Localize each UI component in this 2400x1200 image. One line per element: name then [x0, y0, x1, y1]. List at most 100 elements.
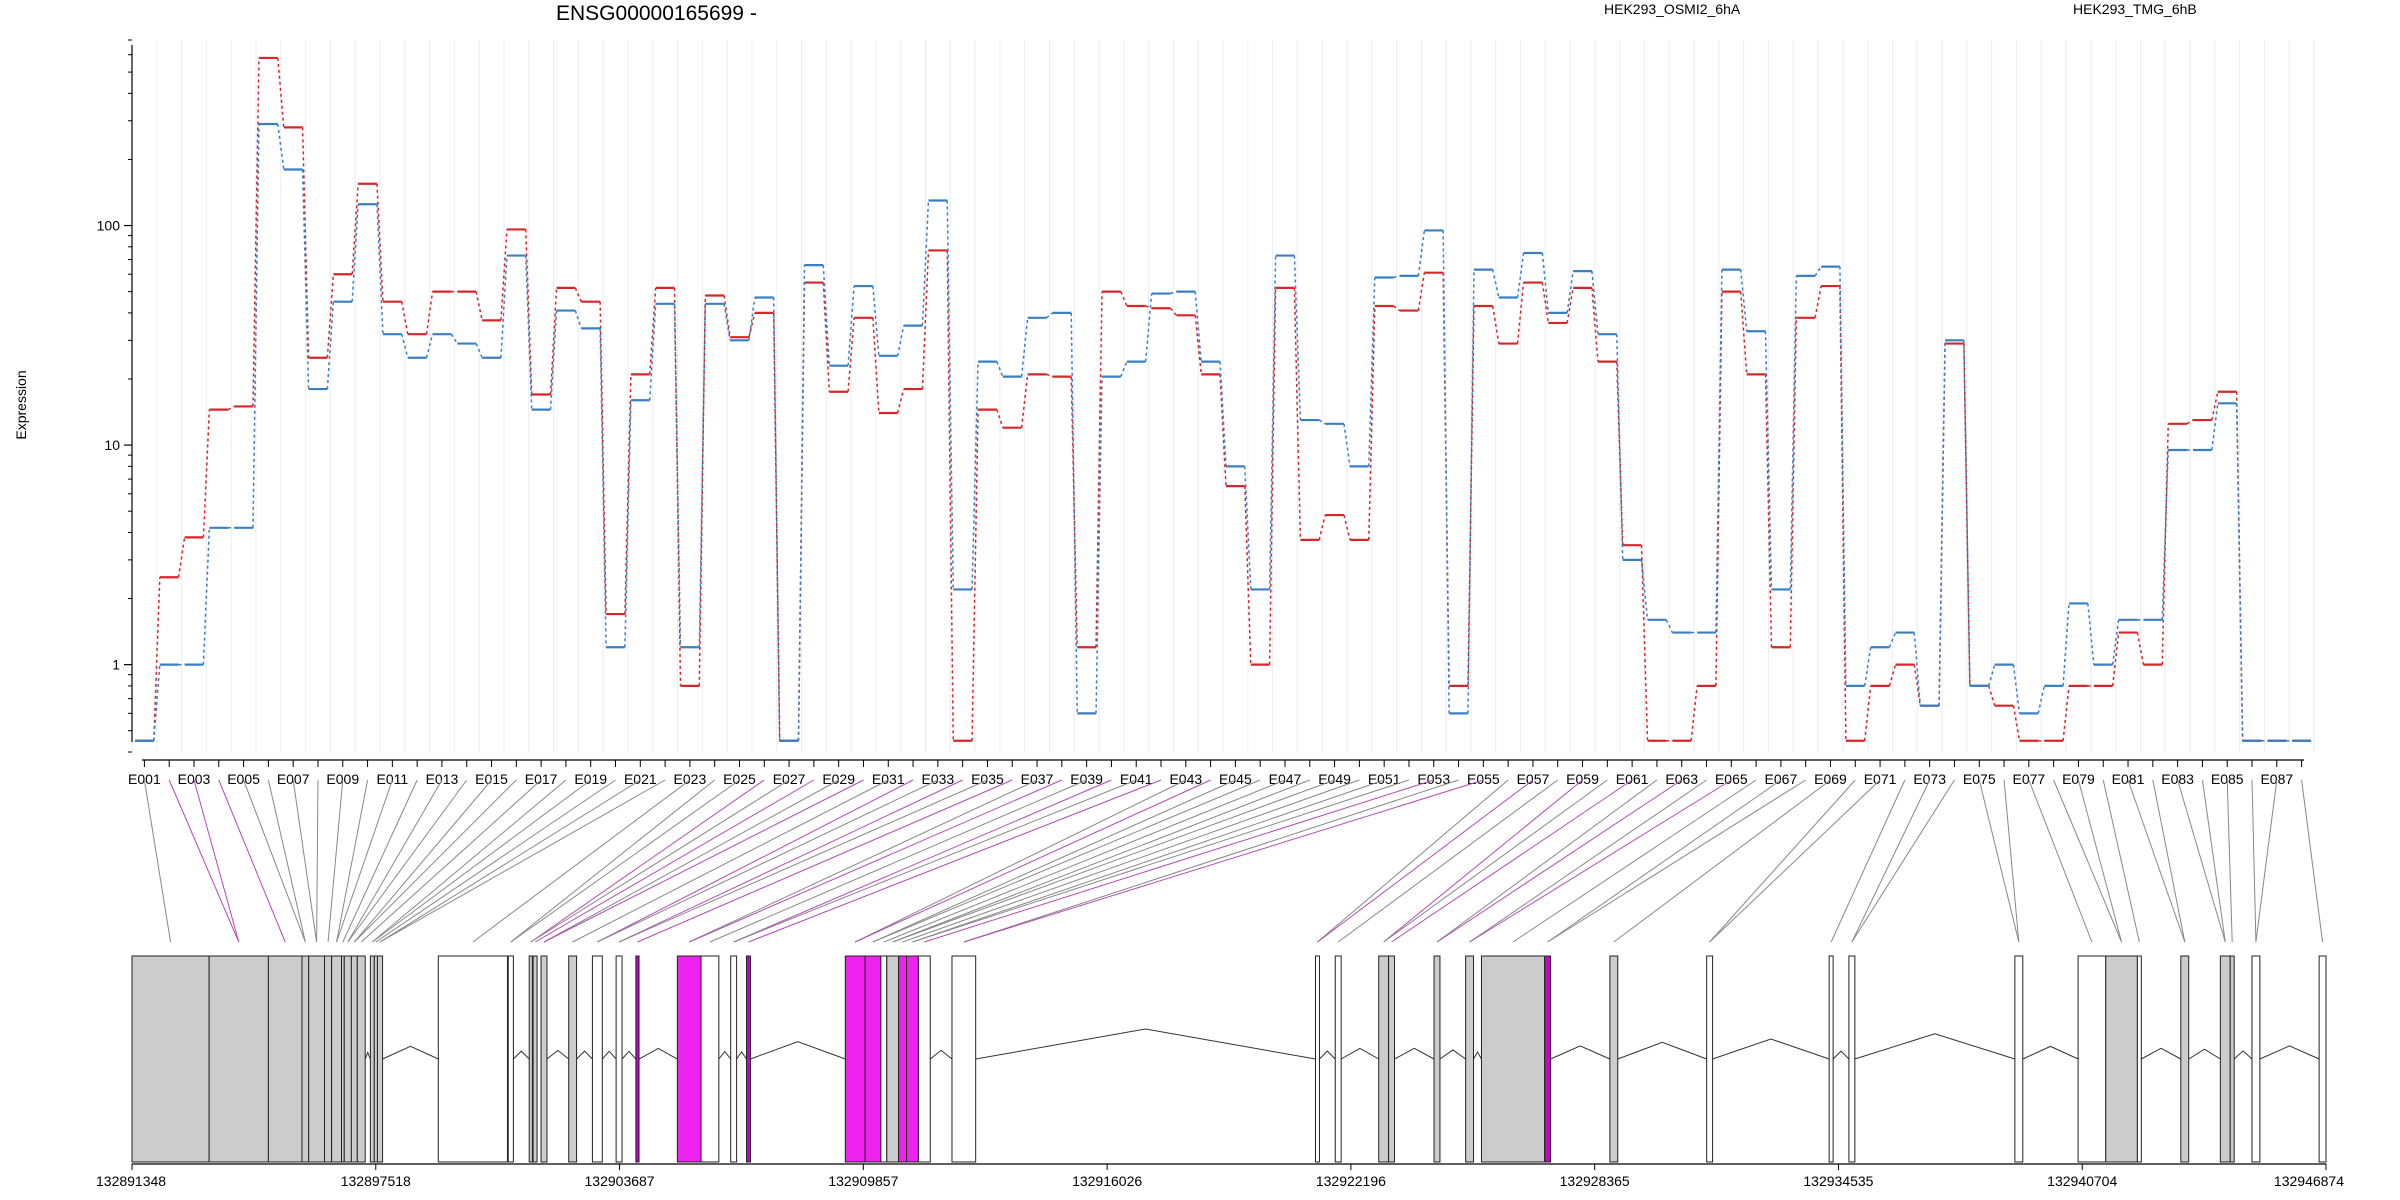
- series-connector: [748, 312, 756, 338]
- exon-connector: [912, 779, 1410, 943]
- series-connector: [425, 291, 434, 335]
- x-tick-label: E055: [1467, 771, 1500, 787]
- exon-block: [591, 955, 603, 1163]
- x-tick-label: E015: [475, 771, 508, 787]
- x-tick-label: E083: [2161, 771, 2194, 787]
- series-connector: [1244, 466, 1252, 590]
- exon-block: [301, 955, 310, 1163]
- intron: [750, 1041, 846, 1060]
- series-connector: [698, 295, 707, 686]
- x-tick-label: E003: [178, 771, 211, 787]
- series-connector: [1938, 340, 1946, 706]
- exon-block: [507, 955, 514, 1163]
- exon-connector: [1613, 779, 1831, 943]
- exon-connector: [2102, 779, 2140, 943]
- exon-connector: [543, 779, 839, 943]
- x-tick-label: E085: [2211, 771, 2244, 787]
- series-connector: [872, 317, 880, 414]
- series-connector: [574, 287, 583, 302]
- series-connector: [1046, 373, 1053, 378]
- series-connector: [624, 374, 632, 615]
- exon-block: [906, 955, 919, 1163]
- intron: [1473, 1051, 1482, 1060]
- series-connector: [1888, 664, 1897, 687]
- exon-connector: [371, 779, 567, 943]
- series-connector: [1640, 545, 1649, 741]
- exon-connector: [2028, 779, 2093, 943]
- exon-connector: [1337, 779, 1559, 943]
- exon-block: [886, 955, 900, 1163]
- exon-connector: [1469, 779, 1732, 943]
- series-connector: [1169, 307, 1177, 316]
- series-connector: [1020, 317, 1029, 377]
- x-tick-label: E081: [2112, 771, 2145, 787]
- exon-block: [700, 955, 720, 1163]
- exon-block: [2136, 955, 2142, 1163]
- exon-block: [2105, 955, 2138, 1163]
- series-connector: [1368, 305, 1376, 540]
- x-tick-label: E073: [1913, 771, 1946, 787]
- x-tick-label: E057: [1517, 771, 1550, 787]
- intron: [601, 1050, 617, 1060]
- series-connector: [921, 200, 930, 326]
- genomic-tick-label: 132934535: [1803, 1173, 1873, 1189]
- x-tick-label: E079: [2062, 771, 2095, 787]
- series-connector: [326, 274, 335, 358]
- series-connector: [2087, 603, 2095, 665]
- exon-block: [615, 955, 623, 1163]
- x-tick-label: E043: [1169, 771, 1202, 787]
- series-connector: [896, 325, 905, 356]
- genomic-tick-label: 132922196: [1316, 1173, 1386, 1189]
- series-connector: [624, 400, 632, 648]
- exon-block: [540, 955, 548, 1163]
- series-connector: [1987, 664, 1996, 687]
- y-axis: 1 10 100: [97, 39, 133, 753]
- series-connector: [896, 388, 905, 414]
- gene-model: [131, 955, 2327, 1163]
- exon-connector: [292, 779, 318, 943]
- exon-connector: [892, 779, 1335, 943]
- exon-connector: [1436, 779, 1658, 943]
- exon-connector: [472, 779, 691, 943]
- y-tick-label: 100: [97, 218, 121, 234]
- series-connector: [475, 291, 483, 321]
- series-connector: [1789, 275, 1798, 590]
- series-connector: [1045, 312, 1053, 319]
- series-connector: [599, 328, 607, 648]
- series-connector: [301, 127, 310, 358]
- exon-block: [676, 955, 702, 1163]
- series-connector: [1615, 361, 1624, 546]
- exon-connector: [1317, 779, 1509, 943]
- series-connector: [1566, 271, 1574, 314]
- intron: [736, 1050, 747, 1060]
- exon-block: [2219, 955, 2231, 1163]
- exon-connector: [912, 779, 1385, 943]
- x-tick-label: E087: [2260, 771, 2293, 787]
- exon-connector: [689, 779, 1038, 943]
- legend-entry-tmg: HEK293_TMG_6hB: [2073, 1, 2197, 17]
- exon-block: [324, 955, 333, 1163]
- series-connector: [1516, 282, 1525, 344]
- series-connector: [1764, 331, 1773, 590]
- series-connector: [822, 282, 831, 392]
- x-tick-label: E037: [1021, 771, 1054, 787]
- series-connector: [1368, 277, 1376, 467]
- series-connector: [177, 537, 186, 578]
- series-connector: [599, 301, 607, 615]
- series-connector: [1467, 269, 1475, 714]
- series-connector: [475, 343, 483, 359]
- series-connector: [1219, 374, 1227, 487]
- series-connector: [1492, 305, 1500, 344]
- series-connector: [401, 333, 409, 358]
- series-connector: [1020, 374, 1029, 428]
- series-connector: [202, 527, 211, 665]
- exon-block: [131, 955, 210, 1163]
- intron: [929, 1049, 953, 1060]
- series-connector: [971, 409, 979, 741]
- series-connector: [772, 297, 781, 741]
- exon-block: [308, 955, 326, 1163]
- exon-connector: [347, 779, 443, 943]
- series-connector: [277, 123, 285, 170]
- series-connector: [1293, 287, 1302, 540]
- x-tick-label: E065: [1715, 771, 1748, 787]
